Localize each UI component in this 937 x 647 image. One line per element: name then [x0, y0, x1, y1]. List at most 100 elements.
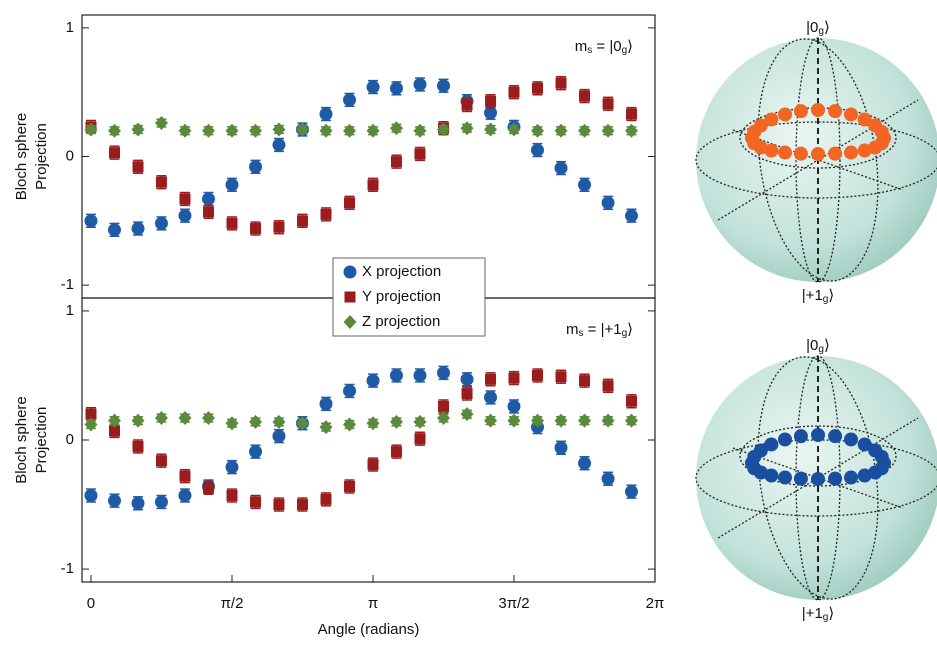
- point: [107, 223, 121, 237]
- ket-label: |0g⟩: [806, 19, 830, 37]
- ket-label-part: ⟩: [828, 605, 834, 622]
- point: [578, 456, 592, 470]
- ket-label-sub: g: [818, 344, 824, 355]
- point: [531, 369, 543, 381]
- point: [366, 123, 380, 138]
- legend-label: Z projection: [362, 313, 440, 330]
- point: [438, 400, 450, 412]
- point: [461, 388, 473, 400]
- point: [389, 81, 403, 95]
- point: [530, 143, 544, 157]
- sphere-dot: [778, 145, 792, 160]
- annotation-sub: g: [622, 328, 628, 339]
- annotation-sub: s: [578, 328, 583, 339]
- point: [131, 122, 145, 137]
- point: [624, 123, 638, 138]
- point: [225, 460, 239, 474]
- point: [320, 493, 332, 505]
- point: [84, 417, 98, 432]
- point: [601, 472, 615, 486]
- point: [390, 446, 402, 458]
- point: [555, 371, 567, 383]
- sphere-dot: [753, 118, 768, 133]
- point: [507, 399, 521, 413]
- ket-label-part: |0: [806, 337, 818, 354]
- point: [272, 138, 286, 152]
- point: [602, 98, 614, 110]
- point: [319, 420, 333, 435]
- point: [389, 368, 403, 382]
- point: [296, 215, 308, 227]
- sphere-dot: [828, 471, 843, 486]
- point: [225, 416, 239, 431]
- point: [437, 411, 451, 426]
- point: [225, 178, 239, 192]
- annotation-part: = |0: [592, 38, 621, 55]
- legend-label: X projection: [362, 263, 441, 280]
- y-axis-label: Projection: [33, 123, 50, 190]
- point: [530, 123, 544, 138]
- point: [413, 77, 427, 91]
- point: [461, 99, 473, 111]
- point: [225, 123, 239, 138]
- point: [178, 123, 192, 138]
- point: [507, 122, 521, 137]
- point: [413, 368, 427, 382]
- sphere-dot: [857, 143, 872, 158]
- point: [625, 108, 637, 120]
- sphere-dot: [868, 140, 883, 155]
- point: [272, 122, 286, 137]
- sphere-dot: [857, 437, 872, 452]
- point: [154, 495, 168, 509]
- point: [296, 499, 308, 511]
- ket-label: |+1g⟩: [802, 605, 834, 623]
- point: [437, 366, 451, 380]
- point: [624, 209, 638, 223]
- plot-frame: [81, 297, 656, 583]
- point: [201, 192, 215, 206]
- sphere-dot: [778, 470, 792, 485]
- point: [625, 395, 637, 407]
- ket-label: |0g⟩: [806, 337, 830, 355]
- sphere-dot: [857, 112, 872, 127]
- point: [179, 470, 191, 482]
- point: [578, 123, 592, 138]
- point: [530, 413, 544, 428]
- y-tick-label: 1: [66, 19, 74, 36]
- y-tick-label: -1: [61, 560, 74, 577]
- point: [202, 482, 214, 494]
- point: [507, 413, 521, 428]
- y-axis-label: Bloch sphere: [13, 396, 30, 484]
- point: [437, 122, 451, 137]
- point: [249, 445, 263, 459]
- sphere-dot: [811, 472, 825, 486]
- sphere-dot: [874, 449, 889, 464]
- point: [531, 82, 543, 94]
- point: [343, 384, 357, 398]
- point: [413, 414, 427, 429]
- sphere-dot: [778, 432, 792, 447]
- sphere-dot: [857, 468, 872, 483]
- point: [107, 413, 121, 428]
- point: [579, 90, 591, 102]
- x-tick-label: 3π/2: [498, 595, 529, 612]
- sphere-dot: [828, 104, 843, 119]
- sphere-dot: [764, 143, 779, 158]
- point: [437, 79, 451, 93]
- point: [319, 107, 333, 121]
- x-tick-label: π: [368, 595, 378, 612]
- point: [154, 411, 168, 426]
- point: [343, 123, 357, 138]
- ket-label-part: |+1: [802, 605, 823, 622]
- point: [272, 414, 286, 429]
- point: [226, 490, 238, 502]
- point: [84, 214, 98, 228]
- point: [343, 93, 357, 107]
- point: [484, 122, 498, 137]
- point: [295, 122, 309, 137]
- legend-box: [332, 257, 486, 337]
- sphere-dot: [764, 437, 779, 452]
- ket-label: |+1g⟩: [802, 287, 834, 305]
- point: [389, 414, 403, 429]
